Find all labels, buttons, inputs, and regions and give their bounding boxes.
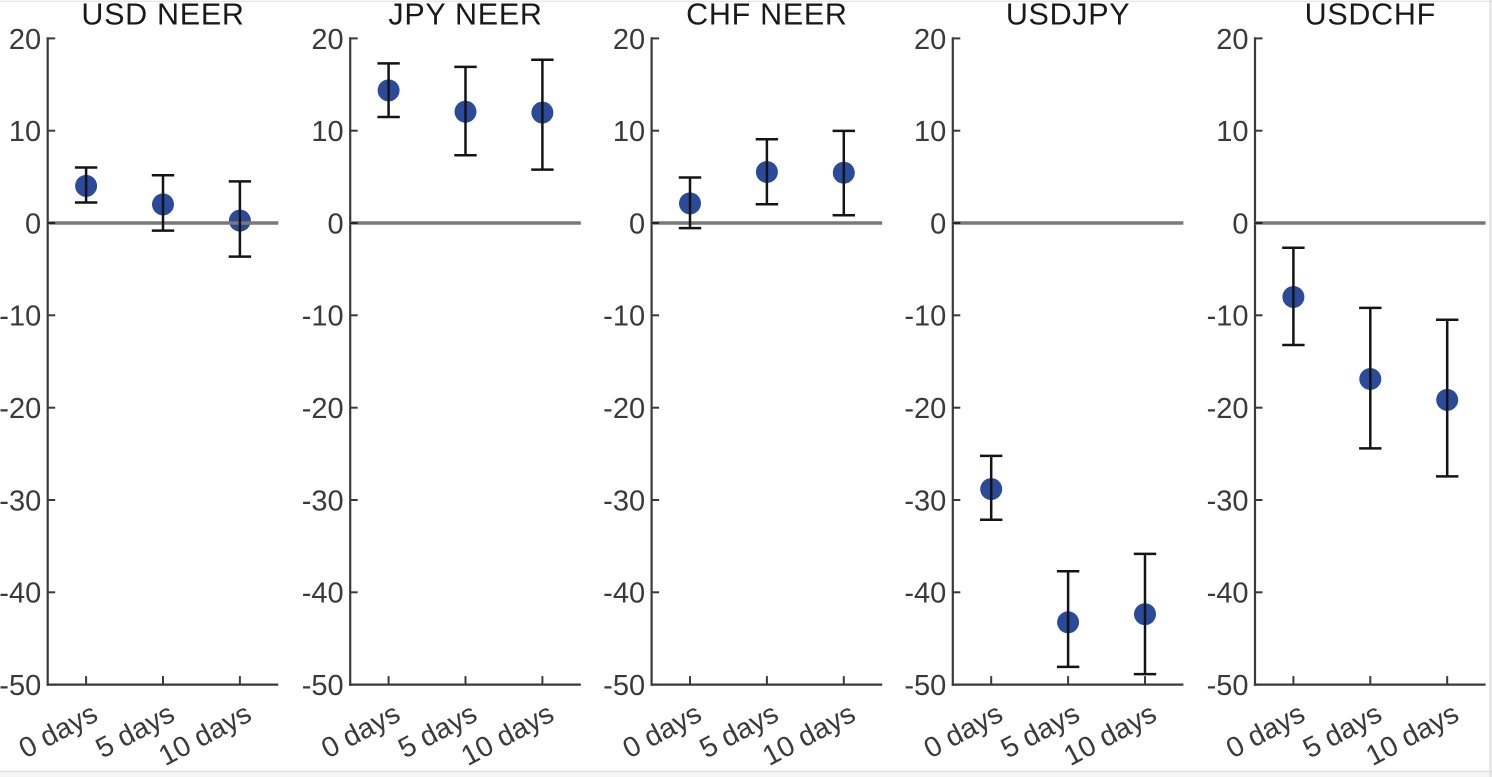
svg-text:20: 20 xyxy=(613,24,645,56)
svg-text:-10: -10 xyxy=(1207,301,1249,333)
svg-text:-30: -30 xyxy=(1207,485,1249,517)
svg-text:0: 0 xyxy=(629,208,645,240)
svg-text:-10: -10 xyxy=(603,301,645,333)
svg-text:-40: -40 xyxy=(603,578,645,610)
svg-text:10: 10 xyxy=(1216,116,1248,148)
svg-text:CHF NEER: CHF NEER xyxy=(686,0,848,32)
svg-text:-20: -20 xyxy=(302,393,344,425)
svg-text:-10: -10 xyxy=(0,301,41,333)
svg-text:0: 0 xyxy=(930,208,946,240)
svg-text:10: 10 xyxy=(613,116,645,148)
svg-text:-40: -40 xyxy=(904,578,946,610)
svg-text:-50: -50 xyxy=(0,670,41,702)
svg-text:USDJPY: USDJPY xyxy=(1006,0,1131,32)
svg-text:20: 20 xyxy=(1216,24,1248,56)
svg-text:-40: -40 xyxy=(302,578,344,610)
svg-text:-30: -30 xyxy=(603,485,645,517)
svg-text:10: 10 xyxy=(311,116,343,148)
svg-text:-30: -30 xyxy=(904,485,946,517)
svg-text:0: 0 xyxy=(1232,208,1248,240)
svg-text:-10: -10 xyxy=(302,301,344,333)
svg-text:-30: -30 xyxy=(0,485,41,517)
svg-text:USD NEER: USD NEER xyxy=(81,0,244,32)
svg-text:10: 10 xyxy=(9,116,41,148)
svg-text:-20: -20 xyxy=(0,393,41,425)
svg-text:-20: -20 xyxy=(603,393,645,425)
svg-text:-20: -20 xyxy=(904,393,946,425)
svg-text:-10: -10 xyxy=(904,301,946,333)
svg-text:-50: -50 xyxy=(603,670,645,702)
svg-text:JPY NEER: JPY NEER xyxy=(388,0,542,32)
svg-text:20: 20 xyxy=(914,24,946,56)
svg-text:-50: -50 xyxy=(904,670,946,702)
svg-text:10: 10 xyxy=(914,116,946,148)
svg-text:USDCHF: USDCHF xyxy=(1305,0,1436,32)
svg-text:20: 20 xyxy=(9,24,41,56)
svg-text:-20: -20 xyxy=(1207,393,1249,425)
svg-text:-30: -30 xyxy=(302,485,344,517)
svg-text:-40: -40 xyxy=(0,578,41,610)
svg-text:-50: -50 xyxy=(1207,670,1249,702)
svg-text:-50: -50 xyxy=(302,670,344,702)
svg-text:0: 0 xyxy=(328,208,344,240)
svg-text:-40: -40 xyxy=(1207,578,1249,610)
svg-text:20: 20 xyxy=(311,24,343,56)
svg-text:0: 0 xyxy=(25,208,41,240)
